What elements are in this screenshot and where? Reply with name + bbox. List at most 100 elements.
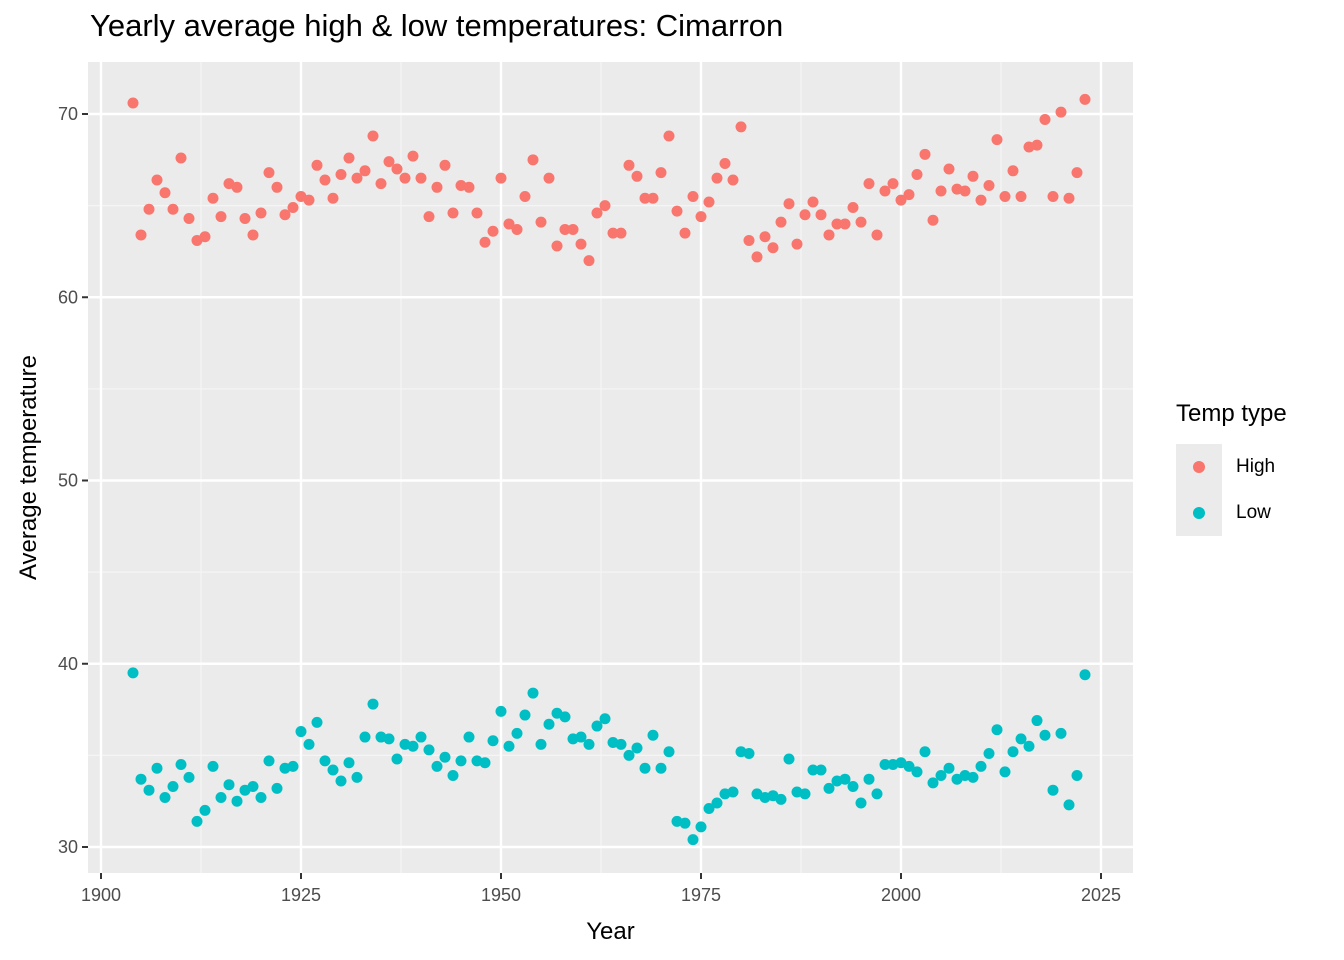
point-low: [207, 760, 219, 772]
point-low: [775, 793, 787, 805]
point-high: [711, 172, 723, 184]
point-low: [639, 762, 651, 774]
data-points: [127, 93, 1091, 846]
point-low: [415, 731, 427, 743]
x-tick-labels: 1900 1925 1950 1975 2000 2025: [81, 885, 1121, 905]
point-low: [463, 731, 475, 743]
point-high: [135, 229, 147, 241]
x-tick-label: 1975: [681, 885, 721, 905]
point-low: [247, 781, 259, 793]
point-high: [343, 152, 355, 164]
x-axis-title: Year: [586, 918, 635, 945]
legend-label-low: Low: [1236, 502, 1271, 523]
point-high: [839, 218, 851, 230]
point-low: [455, 755, 467, 767]
point-low: [647, 729, 659, 741]
point-low: [303, 738, 315, 750]
y-tick-label: 60: [58, 287, 78, 307]
point-low: [383, 733, 395, 745]
point-high: [479, 236, 491, 248]
point-low: [199, 804, 211, 816]
point-low: [863, 773, 875, 785]
point-high: [887, 178, 899, 190]
point-low: [351, 771, 363, 783]
point-high: [999, 190, 1011, 202]
point-low: [1007, 746, 1019, 758]
point-low: [343, 757, 355, 769]
point-low: [231, 795, 243, 807]
point-high: [215, 211, 227, 223]
point-high: [439, 159, 451, 171]
point-high: [895, 194, 907, 206]
legend-keys-background: [1176, 444, 1222, 536]
point-high: [495, 172, 507, 184]
legend: Temp type High Low: [1176, 400, 1326, 536]
axis-ticks: [82, 113, 1102, 879]
chart-title: Yearly average high & low temperatures: …: [90, 8, 784, 43]
point-high: [239, 212, 251, 224]
point-high: [535, 216, 547, 228]
point-low: [311, 716, 323, 728]
point-high: [567, 223, 579, 235]
point-low: [903, 760, 915, 772]
point-high: [991, 134, 1003, 146]
point-low: [527, 687, 539, 699]
minor-gridlines: [88, 62, 1133, 873]
point-high: [631, 170, 643, 182]
point-low: [423, 744, 435, 756]
legend-dot-low: [1193, 507, 1205, 519]
point-high: [919, 148, 931, 160]
point-high: [255, 207, 267, 219]
point-low: [167, 781, 179, 793]
point-high: [959, 185, 971, 197]
point-low: [727, 786, 739, 798]
point-low: [631, 742, 643, 754]
point-low: [215, 792, 227, 804]
x-tick-label: 2025: [1081, 885, 1121, 905]
point-high: [287, 201, 299, 213]
point-high: [151, 174, 163, 186]
point-high: [167, 203, 179, 215]
point-high: [367, 130, 379, 142]
point-low: [999, 766, 1011, 778]
point-high: [335, 168, 347, 180]
point-low: [807, 764, 819, 776]
point-low: [743, 748, 755, 760]
point-high: [1063, 192, 1075, 204]
point-high: [983, 179, 995, 191]
point-high: [183, 212, 195, 224]
point-high: [727, 174, 739, 186]
point-low: [559, 711, 571, 723]
legend-label-high: High: [1236, 456, 1276, 477]
point-low: [535, 738, 547, 750]
point-high: [671, 205, 683, 217]
point-high: [975, 194, 987, 206]
point-high: [399, 172, 411, 184]
point-low: [335, 775, 347, 787]
point-low: [679, 817, 691, 829]
point-low: [1023, 740, 1035, 752]
point-low: [495, 705, 507, 717]
point-low: [591, 720, 603, 732]
point-high: [647, 192, 659, 204]
point-low: [799, 788, 811, 800]
point-low: [191, 815, 203, 827]
point-high: [487, 225, 499, 237]
point-low: [487, 735, 499, 747]
point-high: [471, 207, 483, 219]
point-low: [815, 764, 827, 776]
y-tick-label: 30: [58, 837, 78, 857]
point-low: [983, 748, 995, 760]
point-low: [431, 760, 443, 772]
point-high: [703, 196, 715, 208]
y-axis-title: Average temperature: [15, 355, 42, 580]
point-high: [247, 229, 259, 241]
y-tick-label: 40: [58, 654, 78, 674]
point-high: [551, 240, 563, 252]
y-tick-labels: 30 40 50 60 70: [58, 104, 78, 857]
point-high: [143, 203, 155, 215]
point-high: [863, 178, 875, 190]
point-high: [1079, 93, 1091, 105]
point-high: [1031, 139, 1043, 151]
